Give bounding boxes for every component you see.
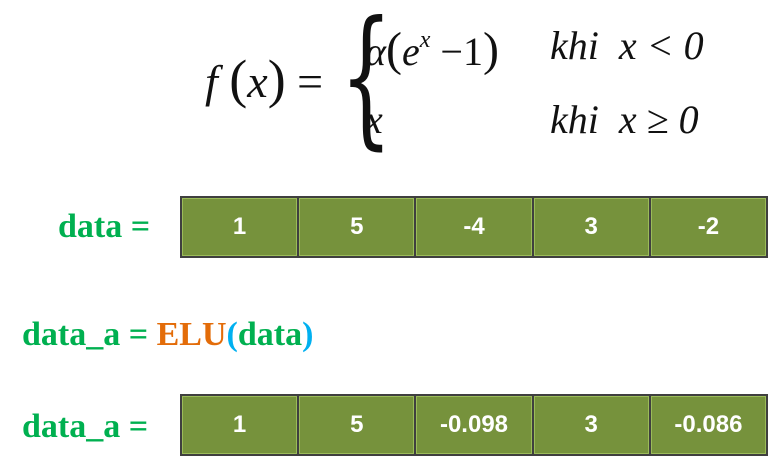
formula-lhs: f (x) =	[205, 49, 324, 109]
formula-minus-one: −1	[440, 29, 483, 74]
result-label: data_a =	[22, 408, 149, 445]
formula-case-positive: x	[365, 96, 383, 143]
result-cell: -0.086	[648, 396, 767, 454]
data-label: data =	[58, 208, 151, 245]
formula-exponent: x	[419, 27, 431, 53]
assign-open-paren: (	[226, 316, 238, 353]
formula-condition-positive: khi x ≥ 0	[550, 96, 699, 143]
assign-close-paren: )	[302, 316, 314, 353]
formula-f: f	[205, 56, 218, 107]
elu-assignment: data_a = ELU(data)	[22, 316, 313, 354]
result-array: 1 5 -0.098 3 -0.086	[180, 394, 768, 456]
data-cell: 3	[531, 198, 649, 256]
formula-cond-1: x < 0	[618, 23, 704, 68]
data-array: 1 5 -4 3 -2	[180, 196, 768, 258]
formula-condition-negative: khi x < 0	[550, 22, 704, 69]
result-cell: -0.098	[414, 396, 532, 454]
formula-brace: {	[340, 0, 393, 164]
result-cell: 3	[531, 396, 649, 454]
formula-cond-2: x ≥ 0	[618, 97, 699, 142]
formula-equals: =	[297, 56, 324, 107]
assign-arg: data	[237, 316, 303, 353]
formula-lhs-x: x	[247, 56, 268, 107]
formula-e: e	[401, 29, 420, 74]
data-cell: 1	[182, 198, 298, 256]
data-cell: -4	[414, 198, 532, 256]
formula-x: x	[365, 97, 383, 142]
formula-case-negative: α(ex −1)	[365, 23, 499, 76]
formula-khi-2: khi	[550, 97, 599, 142]
result-cell: 1	[182, 396, 298, 454]
elu-formula: f (x) = { α(ex −1) khi x < 0 x khi x ≥ 0	[205, 0, 745, 164]
result-cell: 5	[297, 396, 415, 454]
assign-lhs: data_a =	[22, 316, 157, 353]
assign-function: ELU	[156, 316, 227, 353]
data-cell: 5	[297, 198, 415, 256]
data-cell: -2	[648, 198, 767, 256]
formula-khi-1: khi	[550, 23, 599, 68]
formula-alpha: α	[365, 29, 386, 74]
